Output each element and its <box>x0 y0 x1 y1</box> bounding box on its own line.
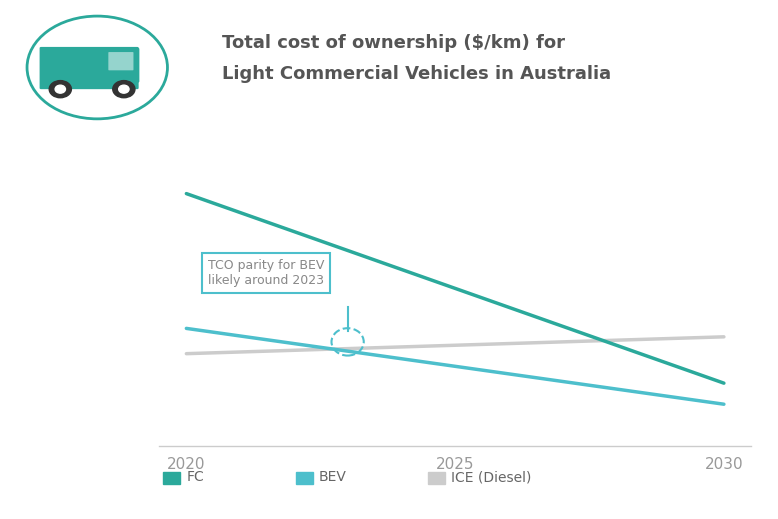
FancyBboxPatch shape <box>108 52 134 71</box>
Circle shape <box>119 85 129 93</box>
Circle shape <box>49 80 72 98</box>
Text: ICE (Diesel): ICE (Diesel) <box>451 471 531 484</box>
FancyBboxPatch shape <box>40 47 138 89</box>
Circle shape <box>55 85 65 93</box>
Circle shape <box>113 80 135 98</box>
Text: BEV: BEV <box>319 471 347 484</box>
Text: TCO parity for BEV
likely around 2023: TCO parity for BEV likely around 2023 <box>208 259 324 287</box>
Text: FC: FC <box>187 471 205 484</box>
Text: Total cost of ownership ($/km) for: Total cost of ownership ($/km) for <box>222 34 565 52</box>
FancyBboxPatch shape <box>103 48 139 83</box>
Text: Light Commercial Vehicles in Australia: Light Commercial Vehicles in Australia <box>222 65 611 83</box>
